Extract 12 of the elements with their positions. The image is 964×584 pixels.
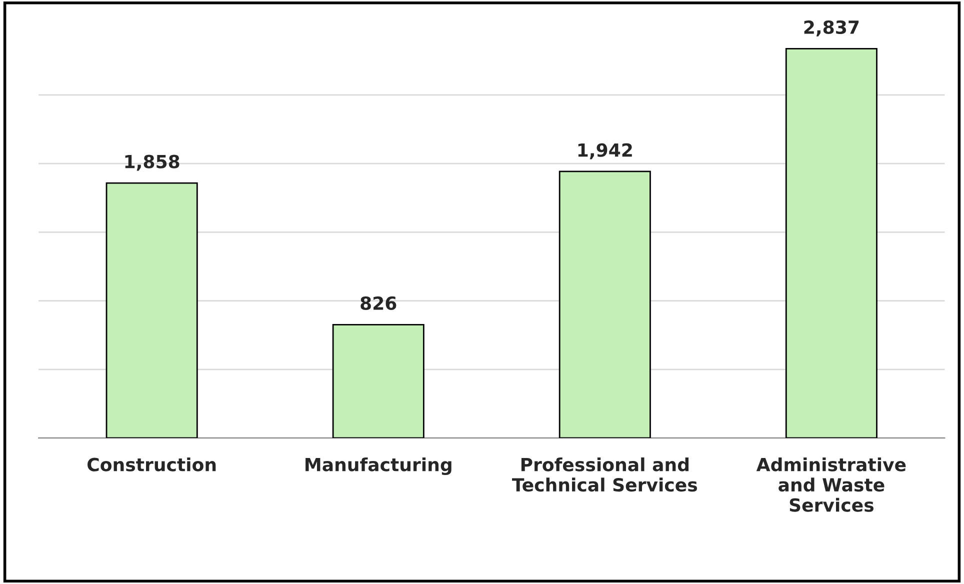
x-tick-label: Administrative and Waste Services [756,457,906,512]
x-tick-label: Construction [88,457,216,472]
data-label: 1,858 [125,154,180,171]
x-tick-label: Professional and Technical Services [512,457,698,492]
x-tick-label: Manufacturing [306,457,452,476]
data-label: 1,942 [578,143,632,160]
data-label: 2,837 [804,20,859,36]
bar [106,182,198,438]
data-label: 826 [360,296,396,310]
bar [558,170,651,438]
bar [785,48,878,438]
bar [332,324,424,438]
